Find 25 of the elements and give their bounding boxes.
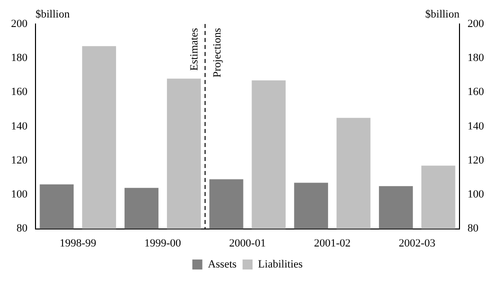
y2-tick-label: 100 (468, 188, 484, 201)
y-tick-label: 100 (11, 188, 28, 201)
annotation: Estimates (188, 28, 200, 71)
y-axis-title: $billion (36, 8, 70, 20)
x-tick-label: 2000-01 (229, 237, 266, 250)
y-tick-label: 120 (11, 154, 28, 166)
y-tick-label: 160 (11, 86, 28, 98)
y2-tick-label: 140 (468, 120, 484, 132)
x-tick-label: 2001-02 (314, 237, 351, 250)
y-tick-label: 180 (11, 52, 28, 64)
y2-tick-label: 200 (468, 18, 484, 30)
legend-label: Liabilities (258, 258, 303, 270)
y2-tick-label: 120 (468, 154, 484, 166)
x-tick-label: 1998-99 (60, 237, 97, 250)
y2-axis-title: $billion (425, 8, 460, 20)
y-tick-label: 200 (11, 18, 28, 30)
y-tick-label: 140 (11, 120, 28, 132)
x-tick-label: 2002-03 (398, 237, 436, 250)
legend-label: Assets (208, 258, 237, 270)
x-tick-label: 1999-00 (144, 237, 182, 250)
y-tick-label: 80 (16, 222, 28, 235)
y2-tick-label: 160 (468, 86, 484, 98)
y2-tick-label: 180 (468, 52, 484, 64)
y2-tick-label: 80 (468, 222, 479, 235)
annotation: Projections (211, 28, 224, 78)
